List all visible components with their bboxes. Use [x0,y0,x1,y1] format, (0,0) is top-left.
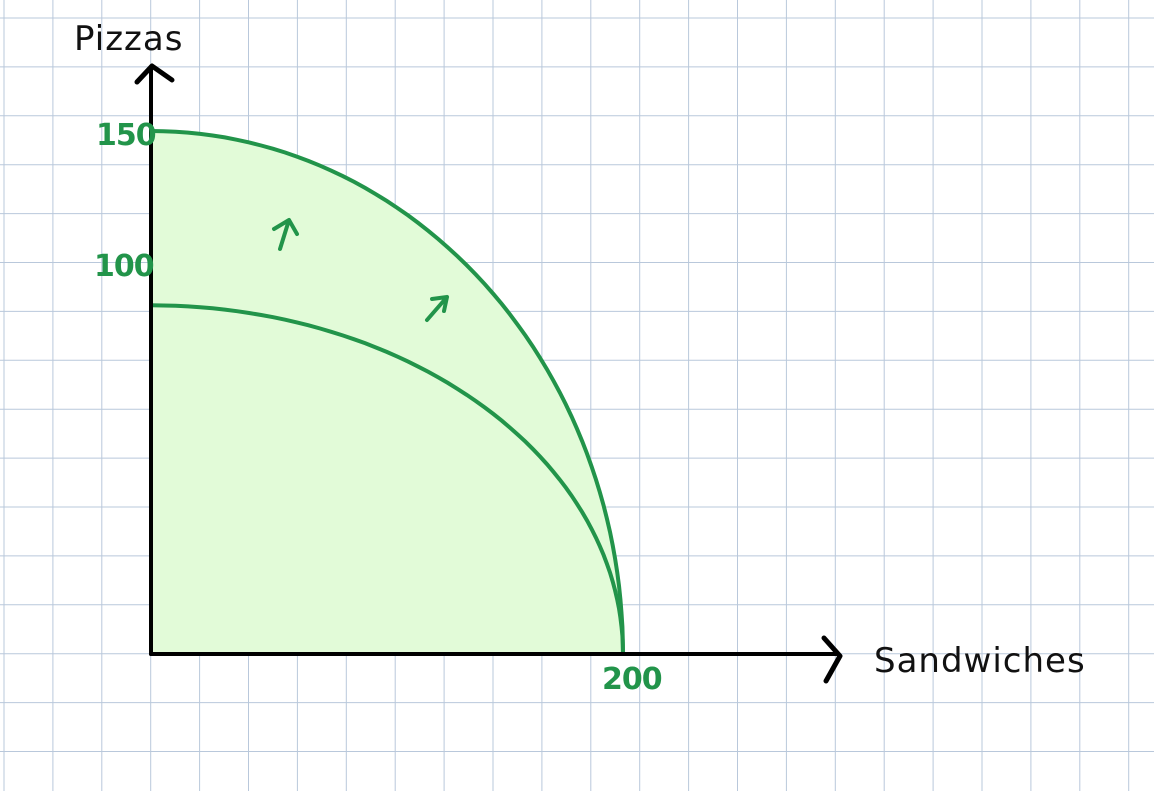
x-axis-arrowhead [821,635,843,684]
y-tick-label-100: 100 [94,249,154,284]
feasible-region-fill [151,131,623,654]
x-tick-label-200: 200 [602,662,662,697]
y-axis-title: Pizzas [74,19,183,59]
x-axis-title: Sandwiches [874,641,1086,681]
shift-arrow-up [272,218,299,251]
y-tick-label-150: 150 [96,118,156,153]
ppf-curve-shifted [149,129,625,656]
shift-arrow-diagonal [425,295,449,322]
ppf-curve-original [149,303,625,656]
y-axis-arrowhead [134,63,175,85]
